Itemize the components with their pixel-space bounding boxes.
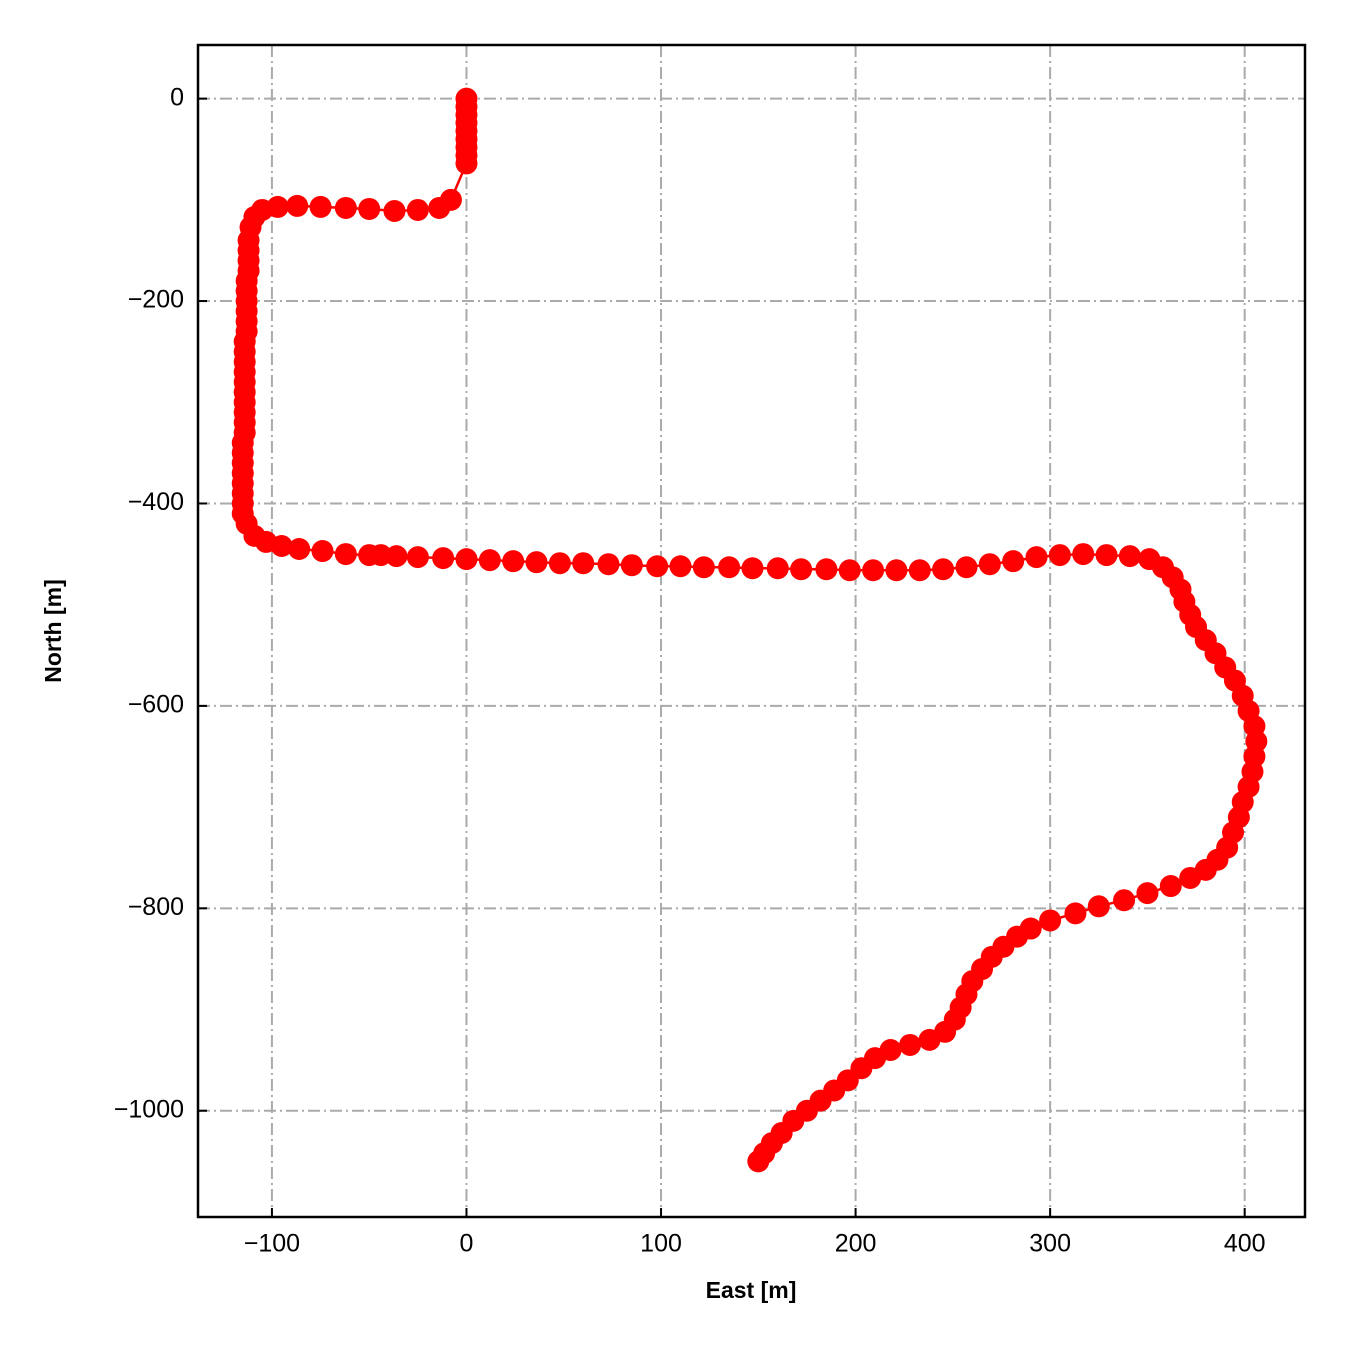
marker [718,556,741,579]
marker [1039,909,1062,932]
marker [978,553,1001,576]
marker [1064,902,1087,925]
y-tick-label: −400 [128,488,184,516]
marker [669,555,692,578]
y-tick-label: −200 [128,286,184,314]
marker [1025,546,1048,569]
marker [1095,544,1118,567]
marker [646,555,669,578]
marker [1002,550,1025,573]
marker [270,534,293,557]
marker [766,557,789,580]
marker [1136,882,1159,905]
x-tick-label: 200 [835,1230,877,1258]
marker [334,543,357,566]
marker [572,552,595,575]
marker [428,196,451,219]
marker [502,550,525,573]
marker [455,548,478,571]
marker [838,559,861,582]
marker [918,1028,941,1051]
marker [334,196,357,219]
y-axis-label: North [m] [40,579,66,682]
marker [455,152,478,175]
marker [406,198,429,221]
marker [955,556,978,579]
marker [1113,889,1136,912]
marker [525,551,548,574]
marker [383,199,406,222]
marker [747,1150,770,1173]
y-tick-label: −600 [128,691,184,719]
marker [862,559,885,582]
marker [369,544,392,567]
marker [311,540,334,563]
marker [1118,545,1141,568]
marker [597,553,620,576]
x-tick-label: 400 [1224,1230,1266,1258]
marker [620,554,643,577]
marker [1048,544,1071,567]
marker [899,1033,922,1056]
plot-area [231,87,1268,1173]
marker [932,558,955,581]
marker [432,547,455,570]
marker [286,194,309,217]
marker [478,549,501,572]
grid [198,45,1305,1217]
y-tick-label: −1000 [114,1095,184,1123]
x-tick-label: 100 [640,1230,682,1258]
marker [548,552,571,575]
marker [385,545,408,568]
x-tick-label: 300 [1029,1230,1071,1258]
axes-frame [196,43,1307,1219]
marker [815,558,838,581]
marker [885,559,908,582]
x-tick-label: −100 [244,1230,300,1258]
x-tick-label: 0 [460,1230,474,1258]
marker [1159,875,1182,898]
marker [908,559,931,582]
y-tick-label: 0 [170,83,184,111]
marker [406,546,429,569]
y-tick-label: −800 [128,893,184,921]
marker [288,538,311,561]
marker [790,558,813,581]
marker [692,556,715,579]
marker [1072,543,1095,566]
marker [741,557,764,580]
x-axis-label: East [m] [706,1277,797,1303]
marker [1087,895,1110,918]
marker [1179,866,1202,889]
marker [309,195,332,218]
marker [358,197,381,220]
